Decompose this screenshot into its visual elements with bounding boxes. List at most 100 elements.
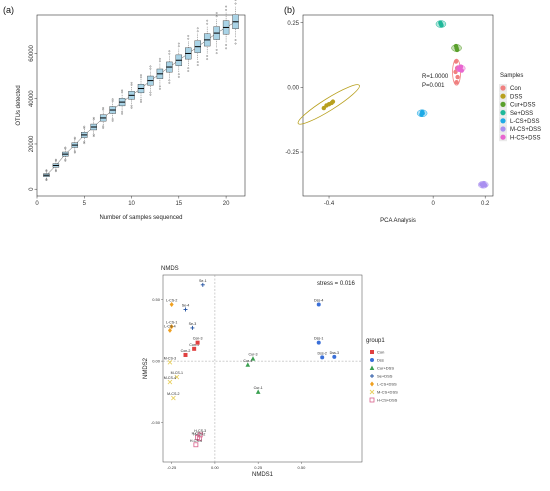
panel-a-outlier xyxy=(64,158,67,161)
panel-b-legend-label: Cur+DSS xyxy=(510,103,536,109)
panel-a-outlier xyxy=(215,12,218,14)
panel-c-x-tick-label: -0.25 xyxy=(167,465,177,470)
panel-c-point-label: Con-3 xyxy=(193,337,203,341)
panel-a-outlier xyxy=(234,2,237,5)
panel-c-point-label: L-CS-2 xyxy=(166,299,177,303)
panel-c-point xyxy=(332,354,337,359)
panel-a-outlier xyxy=(196,61,199,63)
panel-a-outlier xyxy=(140,98,142,101)
panel-a-y-axis-label: OTUs detected xyxy=(16,85,22,125)
panel-a-outlier xyxy=(159,87,161,90)
panel-c-group: Con-1 Con-2 Con-3 xyxy=(181,337,203,357)
panel-b-point xyxy=(482,182,488,188)
panel-a-outlier xyxy=(177,76,180,78)
panel-c-point-label: Se-3 xyxy=(189,322,197,326)
panel-c-legend-label: L-CS+DSS xyxy=(377,382,397,387)
panel-b-legend-label: Se+DSS xyxy=(510,111,533,117)
panel-c-point-label: Dss-1 xyxy=(314,337,323,341)
panel-c-point xyxy=(169,324,174,330)
panel-c-x-tick-label: 0.00 xyxy=(211,465,220,470)
panel-b-point xyxy=(459,68,464,73)
panel-c-point xyxy=(255,389,261,394)
panel-c-legend-label: M-CS+DSS xyxy=(377,390,398,395)
panel-a-outlier xyxy=(187,70,190,72)
panel-b-point xyxy=(455,74,460,80)
panel-a-outlier xyxy=(168,82,171,84)
panel-b-point xyxy=(454,80,459,85)
panel-b-ellipse xyxy=(297,84,360,125)
panel-b-x-tick-label: 0 xyxy=(431,201,435,207)
panel-c-point xyxy=(193,442,199,448)
panel-b-x-tick-label: 0.2 xyxy=(481,201,490,207)
panel-a-outlier xyxy=(234,0,237,1)
panel-a-outlier xyxy=(83,142,86,145)
panel-c-point-label: Dss-3 xyxy=(330,351,339,355)
panel-a-outlier xyxy=(168,79,171,82)
panel-c-y-tick-label: -0.50 xyxy=(151,420,161,425)
panel-a-outlier xyxy=(55,159,57,162)
panel-a-outlier xyxy=(92,135,95,137)
panel-c-legend-label: H-CS+DSS xyxy=(377,398,398,403)
panel-b-legend-title: Samples xyxy=(500,73,523,79)
panel-a-outlier xyxy=(140,76,142,79)
panel-c-point xyxy=(200,282,205,287)
panel-a-outlier xyxy=(187,37,190,40)
panel-c-point xyxy=(250,356,256,361)
panel-a-outlier xyxy=(55,170,57,173)
panel-a-outlier xyxy=(83,125,86,128)
panel-a-outlier xyxy=(130,81,133,84)
panel-c-legend-label: Dss xyxy=(377,358,384,363)
panel-a-outlier xyxy=(102,127,105,129)
panel-c-legend-marker xyxy=(370,350,374,354)
panel-c-legend-label: Cur+DSS xyxy=(377,366,394,371)
panel-a-outlier xyxy=(121,112,123,115)
panel-c-point-label: Se-1 xyxy=(199,279,207,283)
panel-a-outlier xyxy=(215,52,218,55)
panel-a-outlier xyxy=(102,125,105,128)
panel-b-point xyxy=(453,69,458,75)
panel-a-x-axis-label: Number of samples sequenced xyxy=(99,215,182,221)
panel-a-outlier xyxy=(121,91,123,94)
panel-c-legend-marker xyxy=(370,381,374,387)
panel-a-outlier xyxy=(225,9,227,11)
panel-a-outlier xyxy=(111,100,114,102)
panel-a-label: (a) xyxy=(3,5,14,15)
panel-b-point xyxy=(439,23,444,28)
panel-c-point xyxy=(171,395,176,401)
panel-a-outlier xyxy=(187,67,190,70)
panel-c-legend-marker xyxy=(369,397,375,403)
panel-b-point xyxy=(454,47,460,53)
panel-a-x-tick-label: 0 xyxy=(35,201,39,207)
panel-c-point-label: Dss-4 xyxy=(314,299,323,303)
panel-a-outlier xyxy=(73,136,76,139)
panel-c-stress: stress = 0.016 xyxy=(317,281,356,287)
panel-c-title: NMDS xyxy=(161,266,179,272)
panel-c-point xyxy=(316,340,321,345)
panel-c-point-label: L-CS-1 xyxy=(166,321,177,325)
panel-a-outlier xyxy=(121,110,123,113)
panel-a-outlier xyxy=(149,91,152,94)
panel-c-group: Se-1 Se-3 Se-4 xyxy=(182,279,207,330)
panel-a-outlier xyxy=(64,146,67,149)
panel-a-outlier xyxy=(177,42,180,45)
panel-b-annotation-p: P=0.001 xyxy=(422,83,445,89)
panel-b-label: (b) xyxy=(284,5,295,15)
panel-a-outlier xyxy=(196,30,199,33)
panel-a-outlier xyxy=(168,50,171,53)
panel-c-point-label: M-CS-2 xyxy=(167,392,179,396)
panel-c-point xyxy=(195,340,200,345)
panel-a-outlier xyxy=(45,178,48,181)
panel-a-outlier xyxy=(187,35,190,37)
panel-b-group xyxy=(435,20,447,28)
panel-a-y-tick-label: 60000 xyxy=(29,44,35,61)
panel-a-outlier xyxy=(206,22,209,25)
panel-a-outlier xyxy=(73,150,76,153)
panel-a-outlier xyxy=(73,137,76,140)
panel-c-point-label: Dss-2 xyxy=(318,351,327,355)
panel-b-y-tick-label: 0.25 xyxy=(287,21,299,27)
panel-c-x-tick-label: 0.25 xyxy=(254,465,263,470)
panel-b-legend-label: H-CS+DSS xyxy=(510,135,541,141)
panel-b-y-tick-label: -0.25 xyxy=(285,150,299,156)
panel-a-outlier xyxy=(177,45,180,48)
panel-a-outlier xyxy=(45,179,48,181)
